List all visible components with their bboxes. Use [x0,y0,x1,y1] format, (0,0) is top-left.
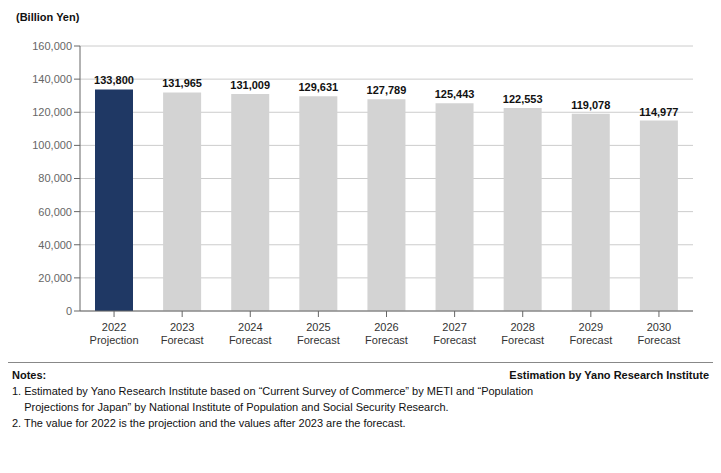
svg-text:2022Projection: 2022Projection [90,321,139,346]
html-text:Estimation by Yano Research In: Estimation by Yano Research Institute [509,369,709,381]
svg-text:122,553: 122,553 [503,93,543,105]
svg-text:125,443: 125,443 [435,88,475,100]
svg-text:2030Forecast: 2030Forecast [638,321,681,346]
svg-text:120,000: 120,000 [32,106,72,118]
svg-text:2023Forecast: 2023Forecast [161,321,204,346]
svg-text:80,000: 80,000 [38,172,72,184]
svg-text:160,000: 160,000 [32,40,72,52]
svg-text:2028Forecast: 2028Forecast [501,321,544,346]
svg-text:40,000: 40,000 [38,239,72,251]
svg-text:127,789: 127,789 [367,84,407,96]
svg-text:114,977: 114,977 [639,106,678,118]
svg-text:2026Forecast: 2026Forecast [365,321,408,346]
svg-text:129,631: 129,631 [298,81,338,93]
html-text:(Billion Yen): (Billion Yen) [16,11,80,23]
svg-text:133,800: 133,800 [94,74,134,86]
html-text:Projections for Japan” by Nati: Projections for Japan” by National Insti… [12,401,449,413]
html-text:Notes:: Notes: [12,369,47,381]
svg-text:140,000: 140,000 [32,73,72,85]
html-text:1. Estimated by Yano Research: 1. Estimated by Yano Research Institute … [12,385,534,397]
svg-text:2027Forecast: 2027Forecast [433,321,476,346]
svg-text:0: 0 [66,305,72,317]
html-text:2. The value for 2022 is the p: 2. The value for 2022 is the projection … [12,417,406,429]
svg-text:131,009: 131,009 [230,79,270,91]
svg-text:2029Forecast: 2029Forecast [569,321,612,346]
svg-text:100,000: 100,000 [32,139,72,151]
svg-text:131,965: 131,965 [162,77,202,89]
svg-text:2025Forecast: 2025Forecast [297,321,340,346]
svg-text:2024Forecast: 2024Forecast [229,321,272,346]
svg-text:60,000: 60,000 [38,206,72,218]
svg-text:20,000: 20,000 [38,272,72,284]
svg-text:119,078: 119,078 [571,99,610,111]
